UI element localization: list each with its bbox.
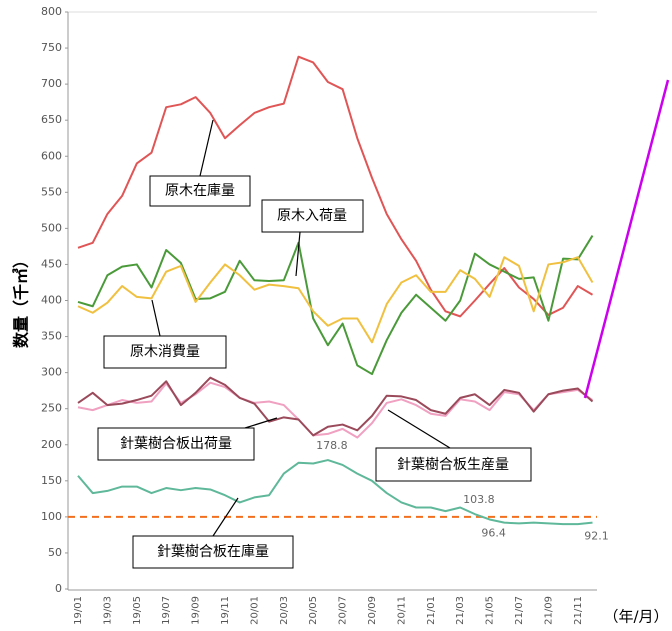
callout-label: 原木入荷量	[277, 208, 347, 224]
x-tick-label: 19/07	[161, 596, 172, 625]
y-tick-label: 400	[41, 294, 62, 307]
y-tick-label: 450	[41, 257, 62, 270]
x-tick-label: 20/01	[249, 596, 260, 625]
pointer-line	[583, 79, 670, 399]
x-axis-title: （年/月）	[603, 608, 668, 626]
x-tick-label: 20/07	[338, 596, 349, 625]
y-axis-title: 数量（千㎥）	[12, 252, 31, 348]
x-tick-label: 19/11	[220, 596, 231, 625]
x-tick-label: 20/09	[367, 596, 378, 625]
x-tick-label: 21/11	[573, 596, 584, 625]
callout-pointer	[151, 299, 161, 337]
callout-pointer	[387, 409, 451, 449]
x-tick-label: 19/09	[191, 596, 202, 625]
y-tick-label: 100	[41, 510, 62, 523]
y-tick-label: 250	[41, 402, 62, 415]
callout-pointer	[295, 231, 301, 277]
series-line	[77, 459, 593, 526]
y-tick-label: 0	[55, 582, 62, 595]
callout-label: 針葉樹合板出荷量	[120, 436, 232, 452]
callout-box	[375, 447, 532, 482]
callout-box	[261, 199, 364, 233]
callout-pointer	[199, 119, 214, 177]
data-label: 178.8	[316, 439, 348, 452]
x-tick-label: 21/05	[485, 596, 496, 625]
callout-box	[97, 427, 255, 461]
series-line	[77, 235, 594, 376]
y-tick-label: 350	[41, 330, 62, 343]
callout-label: 原木在庫量	[165, 182, 235, 199]
x-tick-label: 21/09	[543, 596, 554, 625]
series-line	[77, 256, 594, 344]
x-tick-label: 20/03	[279, 596, 290, 625]
callout-pointer	[212, 497, 239, 537]
x-tick-label: 21/07	[514, 596, 525, 625]
callout-pointer	[244, 417, 278, 429]
y-tick-label: 150	[41, 474, 62, 487]
x-tick-label: 21/01	[426, 596, 437, 625]
y-tick-label: 600	[41, 149, 62, 162]
callouts: 原木在庫量 原木入荷量 原木消費量 針葉樹合板出荷量 針葉樹合板生産量 針葉樹合…	[97, 119, 532, 569]
callout-label: 針葉樹合板在庫量	[157, 543, 269, 560]
y-tick-label: 200	[41, 438, 62, 451]
x-tick-label: 21/03	[455, 596, 466, 625]
y-tick-label: 50	[48, 546, 62, 559]
y-tick-label: 300	[41, 366, 62, 379]
callout-box	[149, 175, 251, 207]
callout-box	[103, 335, 227, 369]
x-tick-label: 19/05	[132, 596, 143, 625]
y-tick-label: 750	[41, 41, 62, 54]
callout-label: 原木消費量	[130, 344, 200, 360]
x-tick-label: 19/01	[73, 596, 84, 625]
y-tick-label: 550	[41, 185, 62, 198]
data-label: 96.4	[481, 526, 506, 539]
callout-label: 針葉樹合板生産量	[397, 457, 509, 473]
series-line	[77, 381, 594, 439]
data-label: 92.1	[584, 530, 609, 543]
series-line	[77, 376, 594, 437]
x-tick-label: 20/11	[396, 596, 407, 625]
y-tick-label: 650	[41, 113, 62, 126]
y-tick-label: 500	[41, 221, 62, 234]
callout-box	[132, 535, 294, 569]
x-tick-label: 19/03	[102, 596, 113, 625]
series-group: 178.8 103.8 96.4 92.1	[68, 55, 609, 543]
y-tick-label: 700	[41, 77, 62, 90]
x-tick-label: 20/05	[308, 596, 319, 625]
series-line	[77, 55, 594, 318]
data-label: 103.8	[463, 493, 495, 506]
y-tick-label: 800	[41, 5, 62, 18]
